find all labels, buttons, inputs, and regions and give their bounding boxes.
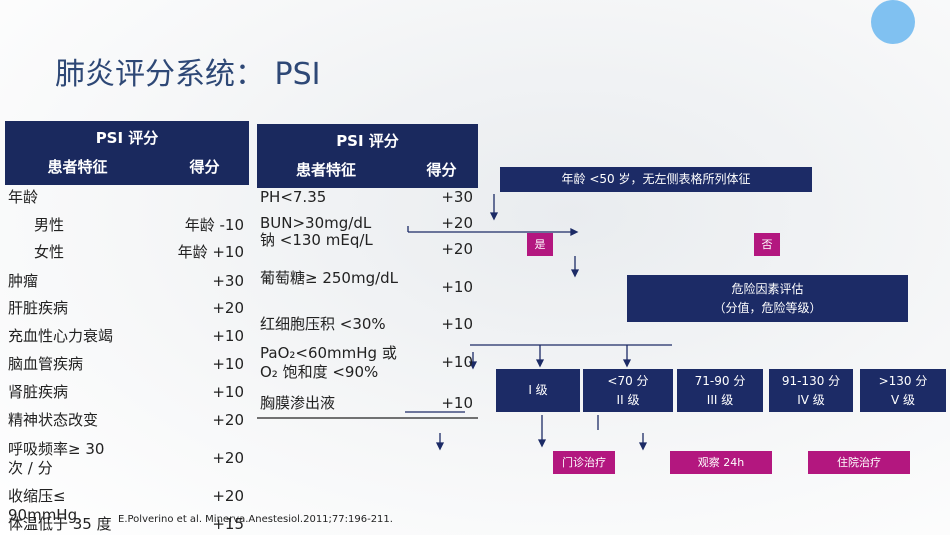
row-label: 充血性心力衰竭	[8, 327, 114, 345]
row-label: PH<7.35	[260, 188, 327, 206]
grade-grade: V 级	[890, 393, 916, 407]
row-label: PaO₂<60mmHg 或 O₂ 饱和度 <90%	[260, 344, 397, 381]
row-label: 收缩压≤ 90mmHg	[8, 487, 78, 524]
row-label: 红细胞压积 <30%	[260, 315, 386, 333]
row-score: +10	[212, 327, 244, 345]
table-title: PSI 评分	[336, 132, 399, 150]
column-header: 得分	[189, 158, 220, 176]
grade-box: I 级	[496, 369, 580, 412]
grade-grade: III 级	[706, 393, 734, 407]
slide-title: 肺炎评分系统： PSI	[55, 57, 321, 92]
treatment-box: 门诊治疗	[553, 451, 615, 474]
row-score: +20	[212, 299, 244, 317]
grade-range: 71-90 分	[694, 374, 746, 388]
row-label: 肝脏疾病	[8, 299, 69, 317]
row-label: 精神状态改变	[8, 411, 99, 429]
citation: E.Polverino et al. Minerva.Anestesiol.20…	[118, 514, 393, 525]
row-label: 女性	[34, 243, 65, 261]
column-header: 患者特征	[295, 161, 356, 179]
row-label: 体温低于 35 度	[8, 515, 112, 533]
grade-box: 91-130 分 IV 级	[769, 369, 853, 412]
row-score: +10	[212, 383, 244, 401]
flow-start: 年龄 <50 岁，无左侧表格所列体征	[500, 167, 812, 192]
column-header: 得分	[426, 161, 457, 179]
row-score: +20	[441, 214, 473, 232]
grade-range: <70 分	[607, 374, 649, 388]
table-header	[257, 124, 478, 188]
row-score: +20	[212, 449, 244, 467]
row-label: 肿瘤	[8, 272, 39, 290]
table-title: PSI 评分	[95, 129, 159, 147]
grade-box: <70 分 II 级	[583, 369, 673, 412]
row-score: +10	[441, 353, 473, 371]
row-score: +30	[441, 188, 473, 206]
row-label: BUN>30mg/dL	[260, 214, 372, 232]
grade-box: 71-90 分 III 级	[677, 369, 763, 412]
row-label: 葡萄糖≥ 250mg/dL	[260, 269, 399, 287]
row-label: 年龄	[8, 188, 39, 206]
treatment-box: 住院治疗	[808, 451, 910, 474]
assess-line: （分值，危险等级）	[713, 301, 822, 315]
no-box: 否	[754, 233, 780, 256]
table-header	[5, 121, 249, 185]
column-header: 患者特征	[47, 158, 108, 176]
row-score: 年龄 +10	[177, 243, 244, 261]
row-score: +20	[212, 487, 244, 505]
grade-grade: II 级	[616, 393, 640, 407]
treatment-box: 观察 24h	[670, 451, 772, 474]
grade-grade: I 级	[528, 383, 548, 397]
row-score: +20	[441, 240, 473, 258]
grade-grade: IV 级	[797, 393, 825, 407]
yes-box: 是	[527, 233, 553, 256]
assess-line: 危险因素评估	[731, 282, 804, 296]
row-score: +10	[212, 355, 244, 373]
row-score: +15	[212, 515, 244, 533]
grade-range: >130 分	[878, 374, 928, 388]
row-label: 胸膜渗出液	[260, 394, 336, 412]
row-score: +10	[441, 394, 473, 412]
row-label: 男性	[34, 216, 65, 234]
grade-range: 91-130 分	[781, 374, 841, 388]
assess-box: 危险因素评估 （分值，危险等级）	[627, 275, 908, 322]
row-label: 钠 <130 mEq/L	[260, 231, 373, 249]
grade-box: >130 分 V 级	[860, 369, 946, 412]
row-label: 肾脏疾病	[8, 383, 69, 401]
row-label: 脑血管疾病	[8, 355, 84, 373]
connectors	[407, 194, 672, 451]
row-score: +10	[441, 315, 473, 333]
row-score: +20	[212, 411, 244, 429]
row-score: +30	[212, 272, 244, 290]
decor-circle	[871, 0, 915, 44]
row-score: 年龄 -10	[184, 216, 244, 234]
row-label: 呼吸频率≥ 30 次 / 分	[8, 440, 105, 477]
row-score: +10	[441, 278, 473, 296]
